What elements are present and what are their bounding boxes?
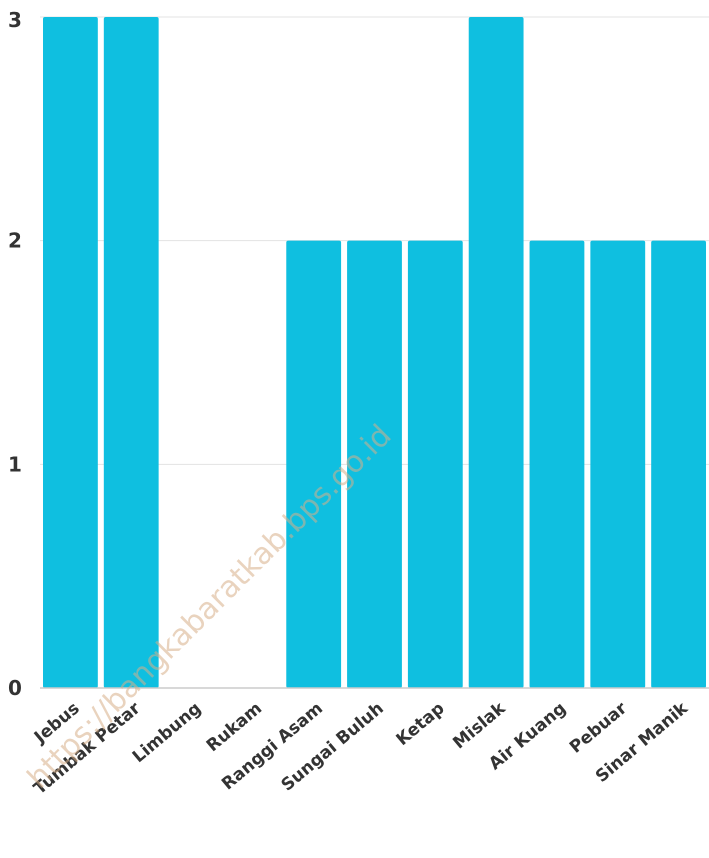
y-tick-label: 0: [8, 676, 22, 700]
x-category-label: Ketap: [393, 699, 449, 750]
x-category-label: Limbung: [129, 699, 205, 768]
bar-ketap: [407, 240, 463, 688]
y-tick-label: 1: [8, 452, 22, 476]
bar-pebuar: [590, 240, 646, 688]
x-category-label: Sungai Buluh: [278, 699, 388, 796]
x-category-label: Ranggi Asam: [218, 699, 327, 795]
y-axis-ticks: 0 1 2 3: [8, 8, 22, 700]
bar-sinar-manik: [651, 240, 706, 688]
bars: [43, 17, 706, 688]
bar-tumbak-petar: [103, 17, 159, 688]
bar-mislak: [468, 17, 524, 688]
bar-sungai-buluh: [347, 240, 402, 688]
y-tick-label: 3: [8, 8, 22, 32]
y-tick-label: 2: [8, 229, 22, 253]
bar-air-kuang: [529, 240, 585, 688]
bar-ranggi-asam: [286, 240, 342, 688]
bar-jebus: [43, 17, 98, 688]
